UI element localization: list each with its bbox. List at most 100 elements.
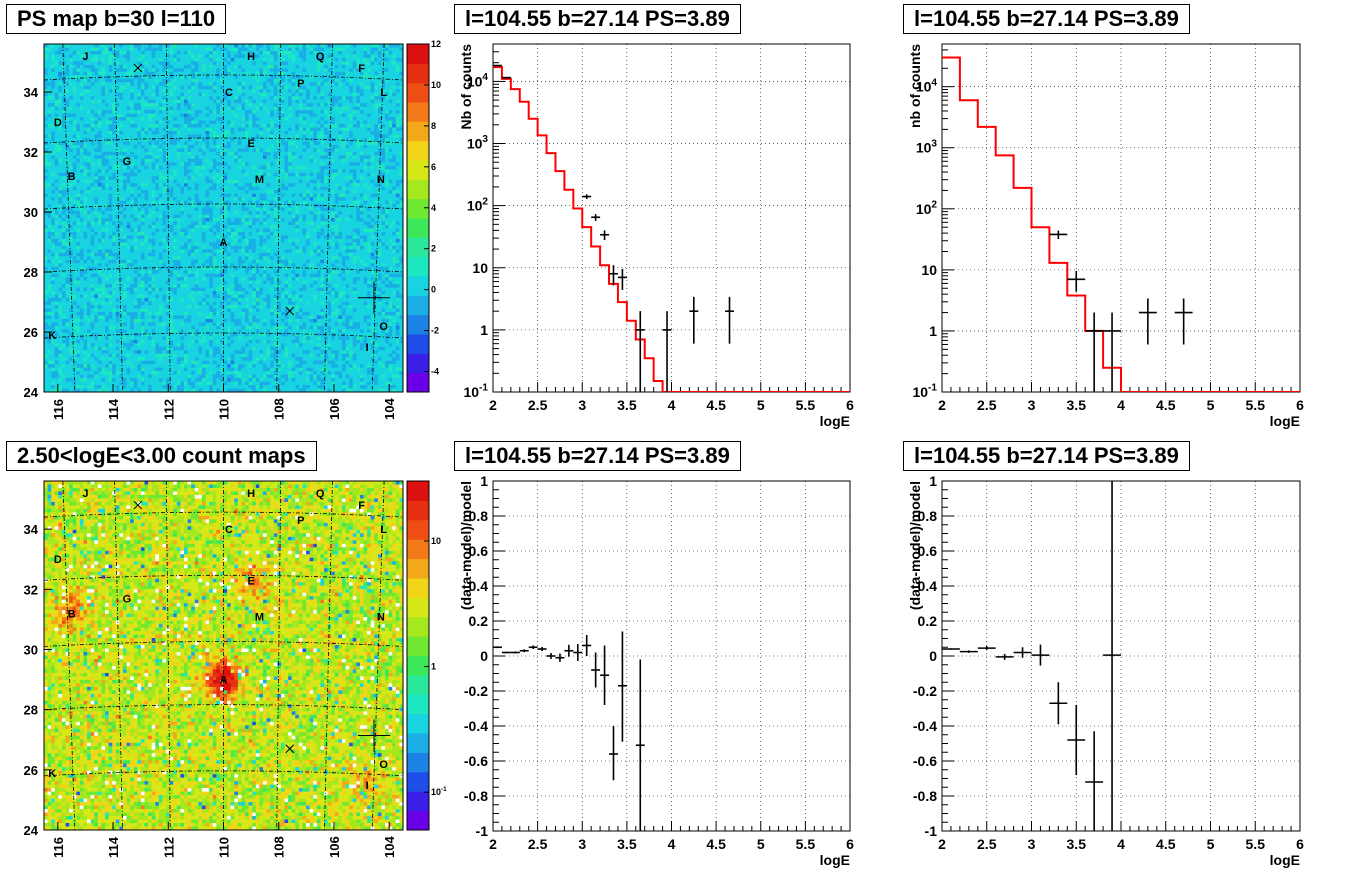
x-tick-label: 6 (1296, 397, 1304, 413)
source-label-P: P (297, 78, 304, 90)
y-tick-label: -1 (925, 823, 938, 839)
source-label-Q: Q (316, 51, 325, 63)
colorbar-step (407, 179, 429, 199)
colorbar-tick-label: -4 (431, 367, 439, 377)
colorbar-step (407, 791, 429, 811)
y-tick-label: 28 (24, 703, 38, 718)
source-label-G: G (123, 593, 132, 605)
y-tick-label: -0.4 (913, 718, 937, 734)
panel-title-spectrum_1: l=104.55 b=27.14 PS=3.89 (454, 4, 741, 34)
y-tick-label: 30 (24, 642, 38, 657)
colorbar-tick-label: 4 (431, 203, 436, 213)
colorbar-step (407, 44, 429, 64)
panel-title-spectrum_2: l=104.55 b=27.14 PS=3.89 (903, 4, 1190, 34)
source-label-N: N (377, 611, 385, 623)
colorbar-step (407, 500, 429, 520)
panel-title-residual_1: l=104.55 b=27.14 PS=3.89 (454, 441, 741, 471)
colorbar-step (407, 315, 429, 335)
y-tick-label: 0 (480, 648, 488, 664)
y-axis-title: Nb of counts (458, 44, 474, 130)
y-tick-label: 103 (467, 134, 489, 151)
y-axis-title: nb of counts (907, 44, 923, 128)
colorbar-step (407, 237, 429, 257)
y-tick-label: -0.8 (464, 788, 488, 804)
y-tick-label: -0.8 (913, 788, 937, 804)
y-tick-label: 34 (24, 522, 39, 537)
x-tick-label: 3 (578, 836, 586, 852)
y-tick-label: 10 (472, 260, 488, 276)
colorbar-step (407, 102, 429, 122)
x-tick-label: 112 (161, 399, 176, 420)
x-tick-label: 2.5 (977, 836, 997, 852)
colorbar-step (407, 714, 429, 734)
source-label-I: I (366, 780, 369, 792)
x-tick-label: 3.5 (617, 397, 637, 413)
x-tick-label: 104 (382, 398, 397, 420)
colorbar-step (407, 121, 429, 141)
x-axis-title: logE (1270, 852, 1300, 868)
colorbar-step (407, 257, 429, 277)
colorbar-step (407, 353, 429, 373)
colorbar-step (407, 597, 429, 617)
source-label-K: K (48, 768, 56, 780)
y-tick-label: 10 (921, 262, 937, 278)
x-tick-label: 3 (1028, 836, 1036, 852)
x-tick-label: 4.5 (1156, 397, 1176, 413)
x-tick-label: 6 (846, 836, 854, 852)
y-tick-label: -1 (476, 823, 489, 839)
colorbar-step (407, 636, 429, 656)
x-tick-label: 2.5 (528, 836, 548, 852)
colorbar-step (407, 141, 429, 161)
y-axis-title: (data-model)/model (907, 481, 923, 610)
source-label-C: C (225, 87, 233, 99)
x-tick-label: 2 (938, 836, 946, 852)
colorbar-tick-label: 12 (431, 39, 441, 49)
y-tick-label: 1 (929, 323, 937, 339)
colorbar-step (407, 160, 429, 180)
colorbar-step (407, 520, 429, 540)
colorbar-tick-label: -2 (431, 326, 439, 336)
y-tick-label: 32 (24, 582, 38, 597)
y-tick-label: 102 (467, 196, 489, 213)
colorbar-step (407, 694, 429, 714)
y-tick-label: 34 (24, 85, 39, 100)
source-label-J: J (82, 51, 88, 63)
x-tick-label: 116 (51, 837, 66, 858)
y-tick-label: 24 (24, 385, 39, 400)
source-label-D: D (54, 554, 62, 566)
x-tick-label: 4 (668, 397, 676, 413)
colorbar-step (407, 617, 429, 637)
source-label-C: C (225, 524, 233, 536)
colorbar-step (407, 373, 429, 393)
x-tick-label: 110 (217, 837, 232, 858)
source-label-O: O (379, 759, 388, 771)
y-tick-label: 102 (916, 200, 938, 217)
y-tick-label: 1 (480, 322, 488, 338)
source-label-L: L (380, 87, 387, 99)
x-tick-label: 5.5 (796, 836, 816, 852)
source-label-H: H (247, 51, 255, 63)
source-label-Q: Q (316, 488, 325, 500)
x-tick-label: 5 (757, 836, 765, 852)
source-label-L: L (380, 524, 387, 536)
x-tick-label: 5 (1207, 397, 1215, 413)
x-tick-label: 2.5 (977, 397, 997, 413)
source-label-M: M (255, 611, 264, 623)
x-tick-label: 108 (272, 836, 287, 858)
x-tick-label: 2 (938, 397, 946, 413)
colorbar-step (407, 481, 429, 501)
x-tick-label: 106 (327, 398, 342, 420)
y-tick-label: 0 (929, 648, 937, 664)
x-tick-label: 3.5 (1067, 397, 1087, 413)
panel-title-ps_map: PS map b=30 l=110 (6, 4, 226, 34)
source-label-D: D (54, 117, 62, 129)
y-tick-label: 26 (24, 763, 38, 778)
y-tick-label: 24 (24, 823, 39, 838)
colorbar-step (407, 656, 429, 676)
colorbar-step (407, 772, 429, 792)
source-label-P: P (297, 515, 304, 527)
plot-panel-spectrum_2: 2 2.5 3 3.5 4 4.5 5 5.5 610-1110102103104logEnb … (907, 44, 1304, 429)
x-tick-label: 6 (846, 397, 854, 413)
